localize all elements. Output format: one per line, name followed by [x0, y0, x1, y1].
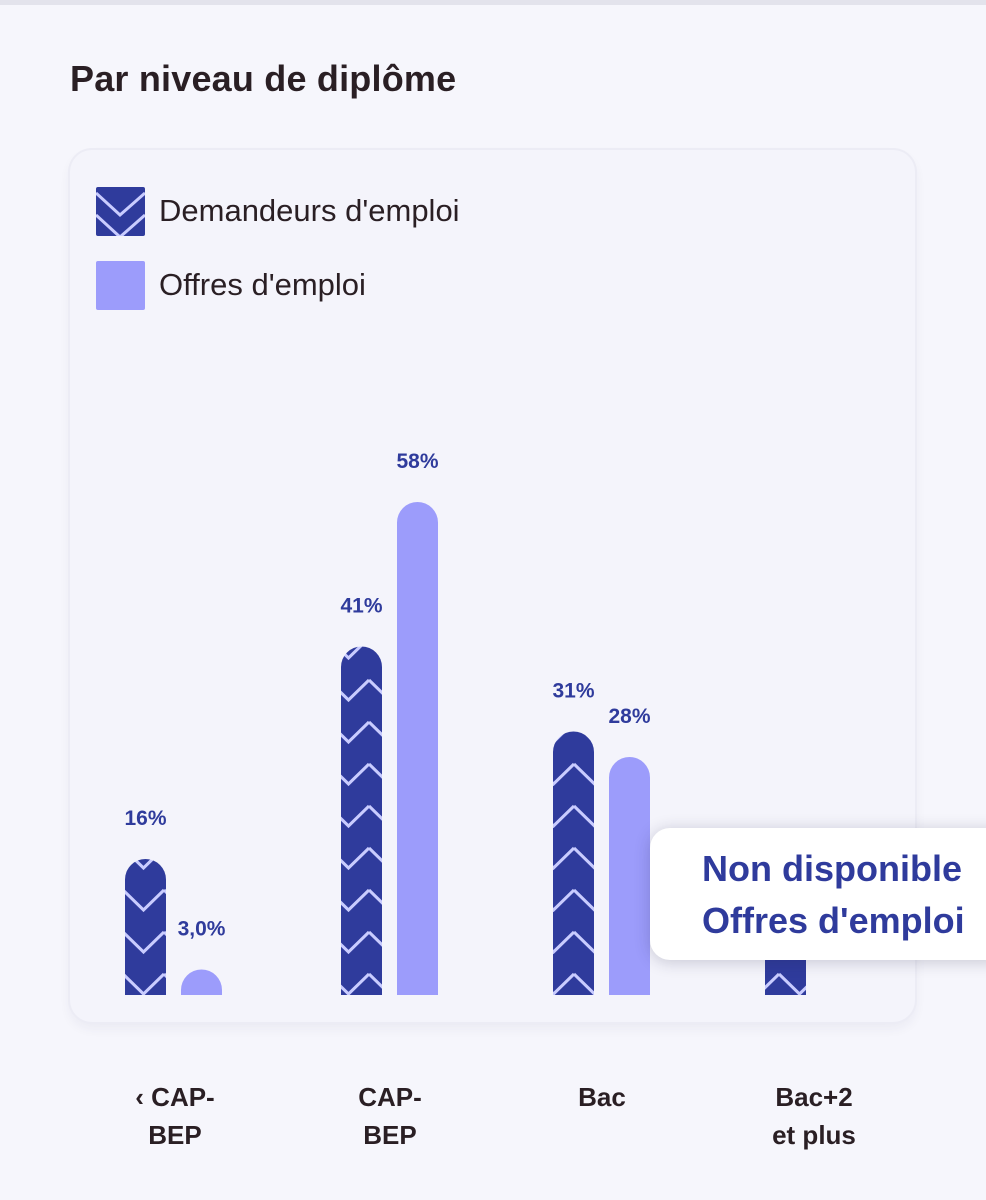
bar-demandeurs-1[interactable]	[341, 646, 382, 995]
data-label-offres-0: 3,0%	[178, 918, 226, 941]
data-label-offres-1: 58%	[396, 450, 438, 473]
tooltip-line-2: Offres d'emploi	[702, 900, 965, 941]
x-tick-label-3: Bac+2 et plus	[772, 1082, 856, 1150]
legend-swatch-demandeurs	[96, 186, 145, 236]
x-tick-label-2: Bac	[578, 1082, 626, 1112]
legend-swatch-offres	[96, 260, 145, 310]
bar-demandeurs-0[interactable]	[125, 859, 166, 995]
legend-item-demandeurs[interactable]: Demandeurs d'emploi	[96, 186, 460, 236]
page-title: Par niveau de diplôme	[70, 58, 457, 99]
data-label-offres-2: 28%	[608, 705, 650, 728]
legend-item-offres[interactable]: Offres d'emploi	[96, 260, 366, 310]
bar-demandeurs-2[interactable]	[553, 731, 594, 996]
tooltip-line-1: Non disponible	[702, 848, 962, 889]
legend-label-offres: Offres d'emploi	[159, 267, 366, 302]
x-tick-label-1: CAP- BEP	[358, 1082, 422, 1150]
data-label-demandeurs-1: 41%	[340, 595, 382, 618]
data-label-demandeurs-0: 16%	[124, 807, 166, 830]
x-tick-label: CAP- BEP	[310, 1078, 470, 1154]
bar-offres-2[interactable]	[609, 756, 650, 995]
x-tick-label-0: ‹ CAP- BEP	[135, 1082, 215, 1150]
x-tick-label: Bac+2 et plus	[734, 1078, 894, 1154]
x-tick-label: Bac	[522, 1078, 682, 1116]
legend-label-demandeurs: Demandeurs d'emploi	[159, 193, 460, 228]
data-label-demandeurs-2: 31%	[552, 680, 594, 703]
x-tick-label: ‹ CAP- BEP	[95, 1078, 255, 1154]
bar-offres-1[interactable]	[397, 502, 438, 995]
top-divider	[0, 0, 986, 5]
bar-offres-0[interactable]	[181, 969, 222, 996]
tooltip: Non disponible Offres d'emploi	[650, 828, 986, 960]
